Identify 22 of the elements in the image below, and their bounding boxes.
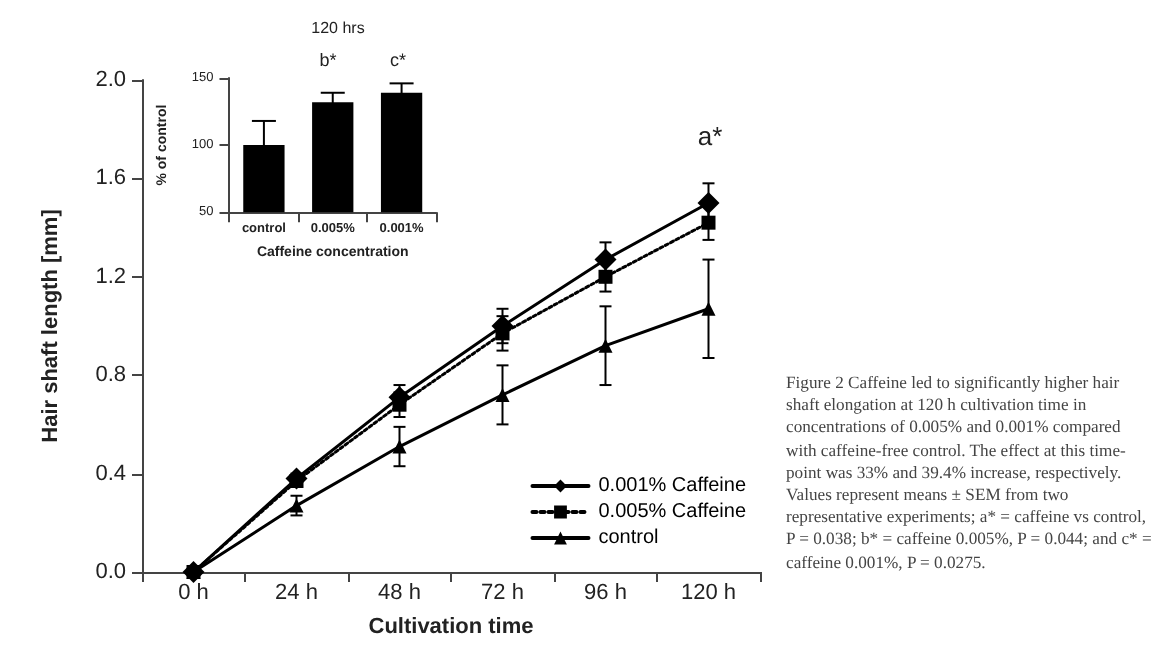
y-tick-label: 0.8 [95,363,126,388]
text: b* [319,50,338,70]
x-tick-label: 48 h [378,581,421,605]
x-tick-label: 96 h [584,581,627,605]
y-tick-label: 1.6 [95,166,126,191]
x-axis-title: Cultivation time [368,615,534,639]
y-tick-label: 2.0 [95,68,126,92]
text: Figure 2 Caffeine led to significantly higher hair shaft elongation at 120 h cultivation time in concentrations of 0.005% and 0.001% compared with caffeine-free control. The effect at this time-point was 33% and 39.4% increase, respectively. Values represent means ± SEM from two representative experiments; a* = caffeine vs control, P = 0.038; b* = caffeine 0.005%, P = 0.044; and c* = caffeine 0.001%, P = 0.0275. [786,372,1152,572]
y-tick-label: 1.2 [95,264,126,289]
y-tick-label: 0.4 [95,461,126,486]
text: c* [389,50,407,70]
annotation: a* [697,121,723,151]
x-tick-label: 0 h [178,581,209,605]
x-tick-label: 120 h [680,581,737,605]
y-axis-title: Hair shaft length [mm] [39,208,63,443]
y-tick-label: 0.0 [95,560,126,584]
chart-title: 120 hrs [311,19,365,37]
x-tick-label: 24 h [275,581,318,605]
legend-label: 0.001% Caffeine [598,475,747,497]
legend-label: control [598,527,659,549]
legend-label: 0.005% Caffeine [598,501,747,523]
x-tick-label: 72 h [481,581,524,605]
